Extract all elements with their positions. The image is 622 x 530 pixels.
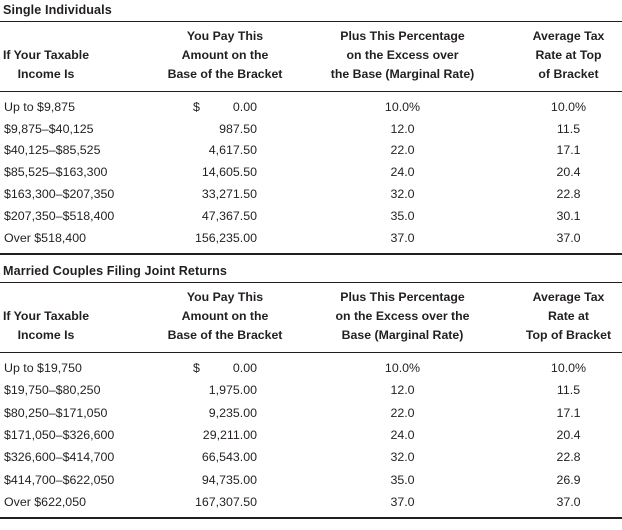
income-cell: $19,750–$80,250 <box>4 383 101 398</box>
marginal-rate-cell: 32.0 <box>390 450 415 465</box>
single-individuals-section: Single Individuals If Your Taxable Incom… <box>0 3 622 255</box>
average-rate-cell: 11.5 <box>556 121 581 136</box>
average-rate-cell: 22.8 <box>556 450 581 465</box>
currency-symbol: $ <box>193 99 200 114</box>
amount-value: 0.00 <box>232 360 257 375</box>
income-cell: $80,250–$171,050 <box>4 405 108 420</box>
table-row: $326,600–$414,700 66,543.00 32.0 22.8 <box>0 446 622 468</box>
amount-cell: 1,975.00 <box>208 383 257 398</box>
table-row: $80,250–$171,050 9,235.00 22.0 17.1 <box>0 401 622 423</box>
income-cell: $40,125–$85,525 <box>4 143 101 158</box>
average-rate-cell: 20.4 <box>556 165 581 180</box>
marginal-rate-cell: 22.0 <box>390 143 415 158</box>
amount-cell: 167,307.50 <box>194 495 257 510</box>
column-header-taxable-income: If Your Taxable Income Is <box>0 21 160 92</box>
amount-cell: $ 0.00 <box>160 92 290 118</box>
amount-cell: $ 0.00 <box>160 352 290 379</box>
average-rate-cell: 17.1 <box>556 405 581 420</box>
average-rate-cell: 11.5 <box>556 383 581 398</box>
income-cell: Over $622,050 <box>4 495 86 510</box>
income-cell: Up to $9,875 <box>4 99 75 114</box>
income-cell: $85,525–$163,300 <box>4 165 108 180</box>
section-title: Single Individuals <box>3 3 112 17</box>
marginal-rate-cell: 32.0 <box>390 187 415 202</box>
table-row: $9,875–$40,125 987.50 12.0 11.5 <box>0 118 622 140</box>
amount-cell: 14,605.50 <box>201 165 257 180</box>
table-row: $171,050–$326,600 29,211.00 24.0 20.4 <box>0 424 622 446</box>
amount-cell: 156,235.00 <box>194 230 257 245</box>
income-cell: $9,875–$40,125 <box>4 121 94 136</box>
marginal-rate-cell: 10.0% <box>384 99 421 114</box>
average-rate-cell: 20.4 <box>556 427 581 442</box>
currency-symbol: $ <box>193 360 200 375</box>
married-couples-table: If Your Taxable Income Is You Pay This A… <box>0 281 622 520</box>
marginal-rate-cell: 37.0 <box>390 495 415 510</box>
single-individuals-table: If Your Taxable Income Is You Pay This A… <box>0 21 622 255</box>
column-header-amount-on-base: You Pay This Amount on the Base of the B… <box>160 21 290 92</box>
income-cell: $207,350–$518,400 <box>4 208 115 223</box>
table-row: $414,700–$622,050 94,735.00 35.0 26.9 <box>0 469 622 491</box>
average-rate-cell: 37.0 <box>556 230 581 245</box>
income-cell: $163,300–$207,350 <box>4 187 115 202</box>
table-row: $207,350–$518,400 47,367.50 35.0 30.1 <box>0 205 622 227</box>
average-rate-cell: 10.0% <box>550 360 587 375</box>
amount-cell: 29,211.00 <box>202 427 257 442</box>
table-row: Over $622,050 167,307.50 37.0 37.0 <box>0 491 622 518</box>
amount-cell: 66,543.00 <box>201 450 257 465</box>
income-cell: $326,600–$414,700 <box>4 450 115 465</box>
column-header-average-rate: Average Tax Rate at Top of Bracket <box>515 21 622 92</box>
amount-cell: 987.50 <box>219 121 257 136</box>
column-header-amount-on-base: You Pay This Amount on the Base of the B… <box>160 282 290 353</box>
marginal-rate-cell: 22.0 <box>390 405 415 420</box>
marginal-rate-cell: 37.0 <box>390 230 415 245</box>
marginal-rate-cell: 24.0 <box>390 427 415 442</box>
amount-cell: 47,367.50 <box>201 208 257 223</box>
column-header-marginal-rate: Plus This Percentage on the Excess over … <box>290 21 515 92</box>
table-row: $40,125–$85,525 4,617.50 22.0 17.1 <box>0 140 622 162</box>
average-rate-cell: 10.0% <box>550 99 587 114</box>
table-row: $19,750–$80,250 1,975.00 12.0 11.5 <box>0 379 622 401</box>
table-row: $163,300–$207,350 33,271.50 32.0 22.8 <box>0 183 622 205</box>
amount-value: 0.00 <box>232 99 257 114</box>
average-rate-cell: 26.9 <box>556 472 581 487</box>
column-header-taxable-income: If Your Taxable Income Is <box>0 282 160 353</box>
marginal-rate-cell: 35.0 <box>390 208 415 223</box>
average-rate-cell: 37.0 <box>556 495 581 510</box>
amount-cell: 4,617.50 <box>208 143 257 158</box>
amount-cell: 9,235.00 <box>208 405 257 420</box>
table-row: $85,525–$163,300 14,605.50 24.0 20.4 <box>0 161 622 183</box>
table-row: Up to $9,875 $ 0.00 10.0% 10.0% <box>0 92 622 118</box>
table-row: Over $518,400 156,235.00 37.0 37.0 <box>0 227 622 254</box>
marginal-rate-cell: 12.0 <box>390 383 415 398</box>
marginal-rate-cell: 24.0 <box>390 165 415 180</box>
income-cell: $414,700–$622,050 <box>4 472 115 487</box>
income-cell: Over $518,400 <box>4 230 86 245</box>
amount-cell: 33,271.50 <box>201 187 257 202</box>
table-row: Up to $19,750 $ 0.00 10.0% 10.0% <box>0 352 622 379</box>
section-title: Married Couples Filing Joint Returns <box>3 263 228 278</box>
average-rate-cell: 22.8 <box>556 187 581 202</box>
column-header-average-rate: Average Tax Rate at Top of Bracket <box>515 282 622 353</box>
average-rate-cell: 30.1 <box>556 208 581 223</box>
header-row: If Your Taxable Income Is You Pay This A… <box>0 21 622 92</box>
income-cell: $171,050–$326,600 <box>4 427 115 442</box>
amount-cell: 94,735.00 <box>201 472 257 487</box>
column-header-marginal-rate: Plus This Percentage on the Excess over … <box>290 282 515 353</box>
marginal-rate-cell: 35.0 <box>390 472 415 487</box>
marginal-rate-cell: 12.0 <box>390 121 415 136</box>
average-rate-cell: 17.1 <box>556 143 581 158</box>
marginal-rate-cell: 10.0% <box>384 360 421 375</box>
income-cell: Up to $19,750 <box>4 360 82 375</box>
married-couples-section: Married Couples Filing Joint Returns If … <box>0 264 622 520</box>
header-row: If Your Taxable Income Is You Pay This A… <box>0 282 622 353</box>
